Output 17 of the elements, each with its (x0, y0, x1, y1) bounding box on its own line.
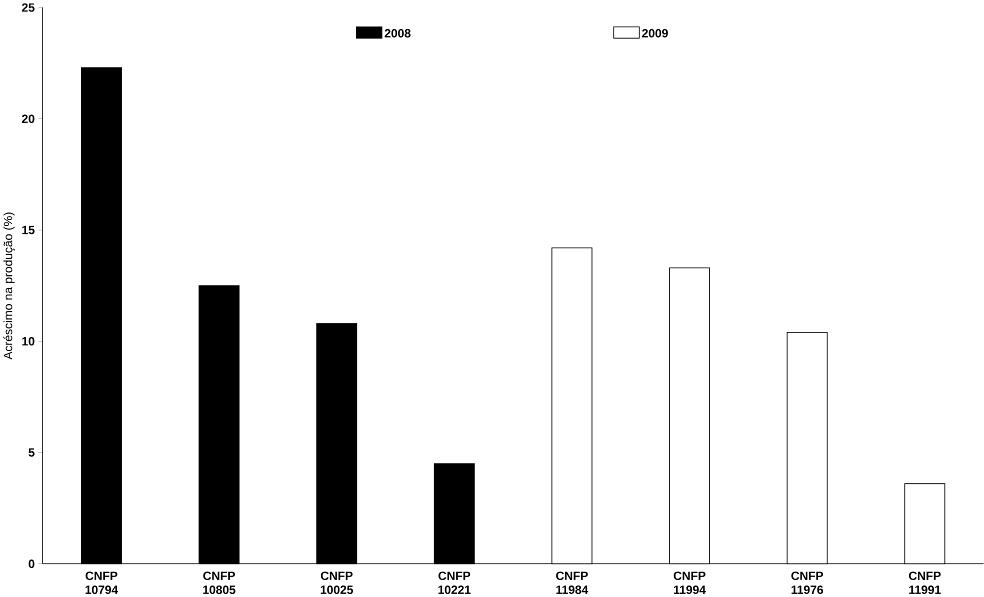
y-axis-title: Acréscimo na produção (%) (3, 212, 15, 360)
x-tick-label: CNFP 11994 (674, 571, 706, 594)
y-tick-label: 15 (22, 226, 35, 234)
x-tick-label: CNFP 10025 (320, 571, 354, 594)
y-tick-label: 5 (28, 448, 35, 457)
x-tick-label: CNFP 10794 (86, 571, 118, 594)
x-tick-label: CNFP 11976 (791, 571, 824, 594)
y-tick-label: 10 (22, 336, 34, 346)
x-tick-label: CNFP 10221 (438, 571, 471, 594)
y-tick-label: 25 (22, 3, 35, 12)
x-tick-label: CNFP 11984 (556, 571, 588, 594)
y-tick-label: 0 (28, 559, 34, 568)
x-tick-label: CNFP 11991 (908, 571, 941, 594)
y-tick-label: 20 (22, 114, 34, 123)
legend-label: 2009 (642, 28, 668, 38)
x-tick-label: CNFP 10805 (203, 571, 236, 594)
legend-label: 2008 (384, 28, 411, 38)
